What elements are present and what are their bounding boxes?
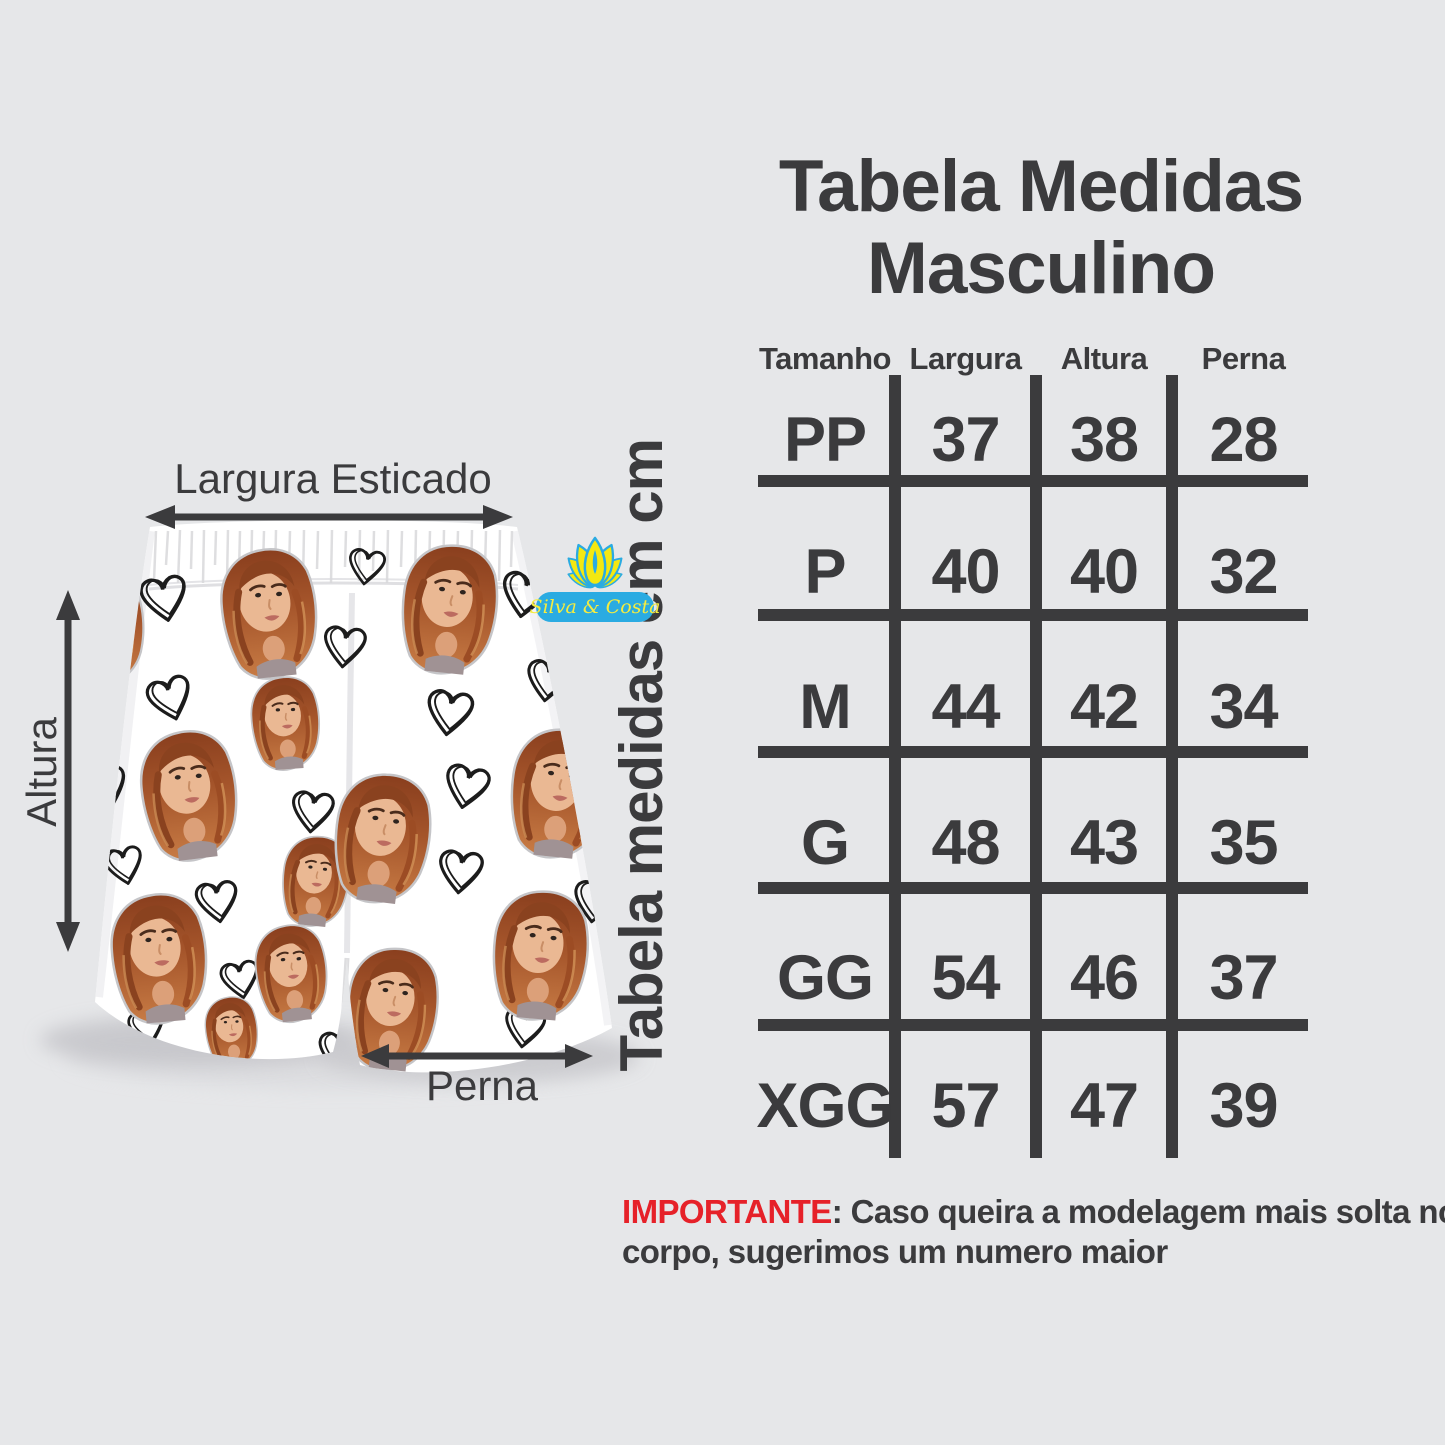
unit-caption: Tabela medidas em cm [607,424,675,1086]
logo-ribbon [536,592,654,622]
important-note-line2: corpo, sugerimos um numero maior [622,1233,1168,1271]
important-note-line1: IMPORTANTE: Caso queira a modelagem mais… [622,1192,1445,1232]
cell-perna: 39 [1209,1071,1278,1141]
cell-size: PP [783,405,867,475]
cell-size: G [800,808,850,878]
table-grid-line [758,746,1308,758]
cell-perna: 35 [1209,808,1278,878]
largura-arrow-icon [145,505,513,529]
cell-largura: 37 [931,405,1000,475]
table-row: XGG 57 47 39 [755,1070,1315,1142]
col-header-largura: Largura [909,341,1022,376]
unit-caption-text: Tabela medidas em cm [607,438,675,1072]
shorts-product-image [40,520,640,1089]
logo-text: Silva & Costa [530,596,661,618]
table-header-row: Tamanho Largura Altura Perna [755,341,1315,377]
cell-largura: 44 [931,672,1000,742]
cell-perna: 34 [1209,672,1278,742]
leg-measure-label: Perna [425,1062,539,1109]
height-measure-label: Altura [18,717,65,827]
page-title-line1: Tabela Medidas [778,146,1304,227]
table-row: GG 54 46 37 [755,942,1315,1014]
face-photo [250,676,322,771]
cell-largura: 54 [931,943,1000,1013]
table-row: PP 37 38 28 [755,404,1315,476]
important-note: IMPORTANTE: Caso queira a modelagem mais… [622,1192,1445,1273]
size-table: Tamanho Largura Altura Perna PP 37 38 28… [755,325,1315,1170]
cell-altura: 46 [1069,943,1139,1013]
cell-perna: 28 [1209,405,1278,475]
table-grid-line [758,1019,1308,1031]
cell-size: XGG [756,1071,894,1141]
cell-largura: 48 [931,808,1000,878]
col-header-altura: Altura [1060,341,1148,376]
table-grid-line [889,375,901,1158]
cell-altura: 40 [1069,537,1139,607]
page-title: Tabela Medidas Masculino [745,146,1337,310]
page-title-line2: Masculino [867,227,1216,309]
table-grid-line [758,475,1308,487]
cell-altura: 38 [1069,405,1139,475]
col-header-perna: Perna [1201,341,1286,376]
table-grid-line [758,882,1308,894]
important-note-rest: : Caso queira a modelagem mais solta no [831,1193,1445,1230]
table-grid-line [1030,375,1042,1158]
width-measure-label: Largura Esticado [174,455,492,502]
table-grid-line [758,609,1308,621]
cell-size: M [799,672,851,742]
table-row: G 48 43 35 [755,807,1315,879]
cell-altura: 42 [1069,672,1139,742]
cell-perna: 37 [1209,943,1278,1013]
table-row: P 40 40 32 [755,536,1315,608]
cell-largura: 40 [931,537,1000,607]
altura-arrow-icon [56,590,80,952]
perna-arrow-icon [361,1044,593,1068]
cell-altura: 43 [1069,808,1139,878]
lotus-icon [567,536,623,589]
cell-altura: 47 [1069,1071,1139,1141]
brand-logo: Silva & Costa [530,536,660,622]
cell-size: P [804,537,846,607]
cell-largura: 57 [931,1071,1000,1141]
table-grid-line [1166,375,1178,1158]
important-label: IMPORTANTE [622,1193,832,1230]
col-header-tamanho: Tamanho [759,341,892,376]
table-row: M 44 42 34 [755,671,1315,743]
cell-size: GG [776,943,874,1013]
cell-perna: 32 [1209,537,1278,607]
